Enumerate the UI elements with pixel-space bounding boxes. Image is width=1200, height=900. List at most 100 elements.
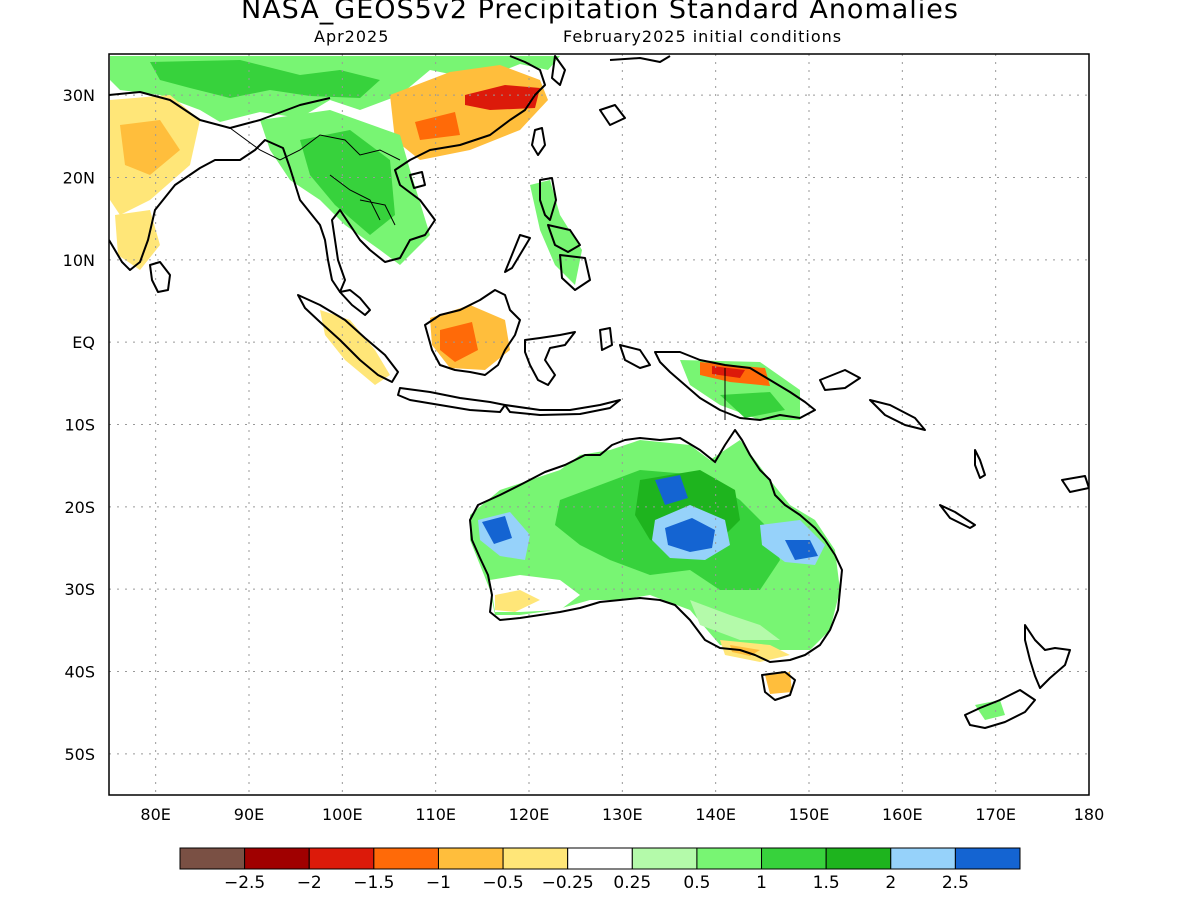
country-borders — [229, 127, 726, 420]
lat-tick-label: 10N — [63, 251, 95, 270]
coast-japan — [599, 55, 671, 126]
colorbar-label: 0.5 — [683, 873, 710, 893]
anomaly-central-blue-core — [665, 518, 715, 552]
lon-tick-label: 90E — [234, 805, 264, 824]
anomaly-qld-blue-core — [785, 540, 818, 560]
lat-tick-label: 10S — [64, 416, 95, 435]
coast-visayas — [547, 224, 581, 253]
lon-tick-label: 110E — [415, 805, 456, 824]
colorbar-label: −0.5 — [482, 873, 523, 893]
lon-tick-label: 150E — [789, 805, 830, 824]
colorbar-swatch — [308, 847, 375, 870]
anomaly-new-zealand — [975, 700, 1005, 720]
map-title: NASA_GEOS5v2 Precipitation Standard Anom… — [241, 0, 959, 25]
colorbar-swatch — [437, 847, 504, 870]
lon-tick-label: 170E — [975, 805, 1016, 824]
coast-new-guinea — [654, 351, 816, 421]
anomaly-nw-india-core — [120, 120, 180, 175]
colorbar-swatch — [761, 847, 827, 870]
colorbar-swatch — [954, 847, 1021, 870]
anomaly-new-guinea-core — [720, 392, 785, 418]
colorbar-label: −2 — [297, 873, 322, 893]
coast-borneo — [424, 289, 521, 376]
initial-conditions: February2025 initial conditions — [563, 27, 843, 46]
lon-tick-label: 100E — [322, 805, 363, 824]
colorbar-label: 2.5 — [942, 873, 969, 893]
anomaly-borneo-core — [440, 322, 478, 362]
coast-korea — [551, 55, 566, 86]
lat-tick-label: 20N — [63, 169, 95, 188]
coast-luzon — [539, 177, 557, 221]
lat-tick-label: EQ — [72, 333, 95, 352]
anomaly-shading — [110, 56, 1005, 720]
coast-palawan — [504, 234, 531, 273]
colorbar-swatch — [631, 847, 698, 870]
coast-australia — [469, 429, 843, 663]
lon-tick-label: 120E — [509, 805, 550, 824]
map-frame — [108, 53, 1090, 796]
coast-asia-mainland — [109, 55, 546, 293]
colorbar-swatch — [179, 847, 246, 870]
colorbar-swatch — [244, 847, 310, 870]
lon-tick-label: 160E — [882, 805, 923, 824]
colorbar-swatch — [825, 847, 892, 870]
lon-tick-label: 130E — [602, 805, 643, 824]
coast-solomons — [869, 399, 926, 431]
coast-tasmania — [761, 671, 796, 701]
colorbar-swatch — [696, 847, 763, 870]
coast-india-top — [109, 91, 331, 129]
grid-lines — [109, 54, 1089, 795]
anomaly-new-guinea-north-core — [712, 366, 745, 378]
coast-hainan — [409, 171, 426, 189]
anomaly-tibet-core — [150, 60, 380, 98]
colorbar-swatch — [373, 847, 439, 870]
anomaly-sumatra — [320, 310, 390, 385]
anomaly-yangtze — [465, 85, 540, 110]
coast-maluku — [599, 327, 651, 369]
anomaly-india-south — [115, 210, 160, 270]
anomaly-tasmania — [765, 672, 792, 694]
colorbar-label: −0.25 — [542, 873, 594, 893]
coast-sri-lanka — [149, 261, 171, 293]
anomaly-wa-blue-core — [482, 516, 512, 544]
coast-lesser-sunda — [504, 399, 621, 416]
anomaly-indochina-core — [300, 130, 395, 235]
anomaly-south-australia — [690, 600, 780, 640]
colorbar-label: −1.5 — [353, 873, 394, 893]
anomaly-sw-australia-dry — [495, 590, 540, 612]
coast-malay — [339, 289, 371, 316]
coast-new-britain — [819, 369, 861, 391]
coast-fiji — [1061, 475, 1089, 493]
colorbar-label: 1.5 — [813, 873, 840, 893]
lon-tick-label: 80E — [140, 805, 170, 824]
coast-sumatra — [297, 294, 399, 383]
lat-tick-label: 30S — [64, 580, 95, 599]
colorbar-swatch — [890, 847, 956, 870]
lon-tick-label: 140E — [695, 805, 736, 824]
coast-taiwan — [531, 127, 546, 156]
lat-tick-label: 20S — [64, 498, 95, 517]
coast-java — [397, 387, 506, 413]
lat-tick-label: 30N — [63, 86, 95, 105]
lat-tick-label: 40S — [64, 663, 95, 682]
coastlines — [109, 55, 1089, 729]
colorbar-label: −2.5 — [224, 873, 265, 893]
colorbar-label: 1 — [756, 873, 767, 893]
valid-month: Apr2025 — [314, 27, 390, 46]
anomaly-nt-blue — [655, 475, 688, 505]
coast-vanuatu — [974, 449, 986, 479]
colorbar: −2.5 −2 −1.5 −1 −0.5 −0.25 0.25 0.5 1 1.5 2 2.5 — [179, 847, 1021, 893]
colorbar-label: 2 — [885, 873, 896, 893]
coast-mindanao — [559, 254, 591, 291]
colorbar-label: 0.25 — [613, 873, 651, 893]
coast-nz-south — [964, 689, 1036, 729]
colorbar-swatch — [567, 847, 633, 870]
colorbar-swatch — [502, 847, 569, 870]
colorbar-label: −1 — [426, 873, 451, 893]
coast-new-caledonia — [939, 504, 976, 529]
lat-tick-label: 50S — [64, 745, 95, 764]
coast-nz-north — [1024, 624, 1071, 689]
coast-sulawesi — [524, 331, 576, 386]
axis-labels: 80E 90E 100E 110E 120E 130E 140E 150E 160E 170E 18… — [63, 86, 1105, 824]
